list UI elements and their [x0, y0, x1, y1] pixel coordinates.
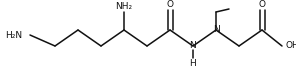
Text: N: N	[213, 26, 219, 35]
Text: N: N	[190, 41, 196, 51]
Text: H: H	[190, 59, 196, 67]
Text: H₂N: H₂N	[5, 30, 22, 40]
Text: NH₂: NH₂	[115, 2, 133, 11]
Text: O: O	[166, 0, 173, 9]
Text: OH: OH	[286, 41, 296, 51]
Text: O: O	[258, 0, 266, 9]
